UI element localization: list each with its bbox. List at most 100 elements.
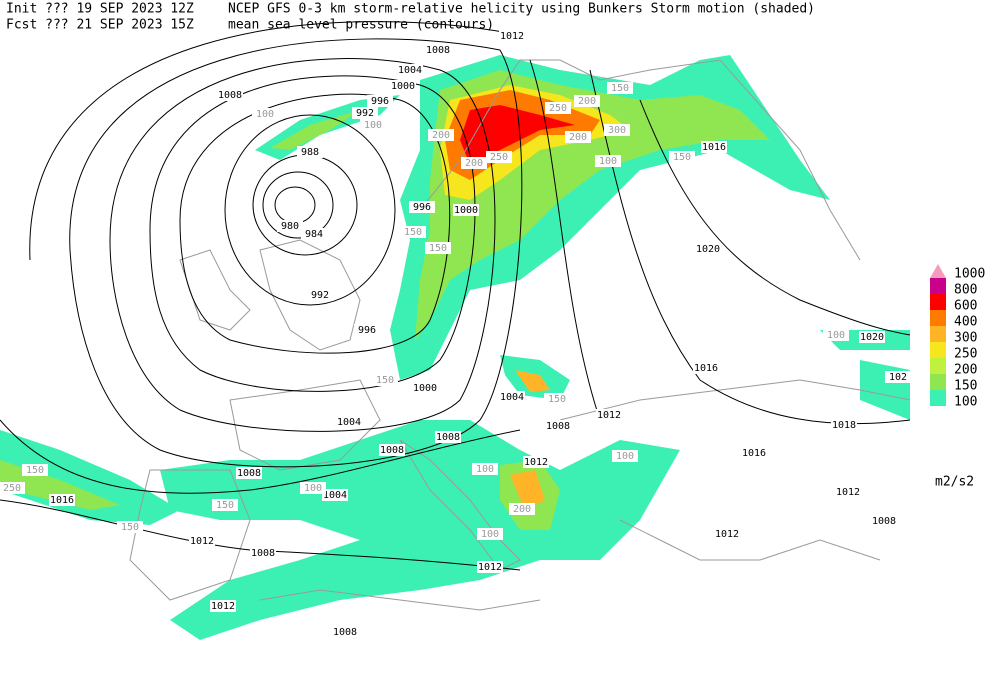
shade-label: 200 — [569, 132, 587, 143]
shade-label-bg — [372, 374, 398, 386]
contour-label: 1016 — [702, 142, 726, 153]
shade-label-bg — [595, 155, 621, 167]
legend-label: 400 — [954, 315, 977, 330]
forecast-time: Fcst ??? 21 SEP 2023 15Z — [6, 18, 194, 33]
legend-swatch — [930, 310, 946, 326]
shade-label: 100 — [476, 464, 494, 475]
contour-label-bg — [301, 228, 327, 240]
contour-label: 1004 — [337, 417, 361, 428]
shade-label: 200 — [432, 130, 450, 141]
shade-label-bg — [425, 242, 451, 254]
contour-label-bg — [332, 626, 358, 638]
init-time: Init ??? 19 SEP 2023 12Z — [6, 2, 194, 17]
contour-label-bg — [425, 44, 451, 56]
contour-label-bg — [250, 547, 276, 559]
shade-label-bg — [428, 129, 454, 141]
coastlines — [129, 59, 911, 611]
shade-label: 100 — [304, 483, 322, 494]
shade-label-bg — [607, 82, 633, 94]
contour-label: 992 — [356, 108, 374, 119]
shade-label-bg — [0, 482, 25, 494]
helicity-shading — [0, 55, 910, 640]
legend-swatch — [930, 342, 946, 358]
subtitle: mean sea level pressure (contours) — [228, 18, 494, 33]
contour-label-bg — [859, 331, 885, 343]
shade-label: 100 — [481, 529, 499, 540]
contour-label-bg — [435, 431, 461, 443]
contour-label: 1018 — [832, 420, 856, 431]
contour-label: 1004 — [323, 490, 347, 501]
contour-label-bg — [390, 80, 416, 92]
contour-label-bg — [352, 107, 378, 119]
contour-label-bg — [217, 89, 243, 101]
shade-label: 150 — [376, 375, 394, 386]
contour-label: 1012 — [500, 31, 524, 42]
contour-label-bg — [409, 201, 435, 213]
shade-label: 100 — [599, 156, 617, 167]
legend-label: 300 — [954, 331, 977, 346]
contour-label: 1000 — [413, 383, 437, 394]
contour-label: 996 — [358, 325, 376, 336]
contour-label-bg — [835, 486, 861, 498]
contour-label: 992 — [311, 290, 329, 301]
contour-label: 1012 — [597, 410, 621, 421]
shade-label-bg — [472, 463, 498, 475]
shade-label-bg — [545, 102, 571, 114]
contour-label: 1016 — [742, 448, 766, 459]
contour-label-bg — [701, 141, 727, 153]
legend-triangle — [930, 264, 946, 278]
contour-label-bg — [741, 447, 767, 459]
contour-label-bg — [189, 535, 215, 547]
shade-label-bg — [486, 151, 512, 163]
contour-label: 1012 — [190, 536, 214, 547]
contour-label-bg — [277, 220, 303, 232]
contour-label: 1012 — [211, 601, 235, 612]
contour-label-bg — [49, 494, 75, 506]
contour-label: 1012 — [478, 562, 502, 573]
shade-label: 150 — [216, 500, 234, 511]
contour-label: 1016 — [694, 363, 718, 374]
shade-label-bg — [565, 131, 591, 143]
shade-label: 150 — [611, 83, 629, 94]
contour-label: 984 — [305, 229, 323, 240]
shade-label: 100 — [256, 109, 274, 120]
shade-label: 200 — [578, 96, 596, 107]
contour-label: 988 — [301, 147, 319, 158]
contour-label-bg — [307, 289, 333, 301]
contour-label: 980 — [281, 221, 299, 232]
shade-label-bg — [604, 124, 630, 136]
shade-label-bg — [117, 521, 143, 533]
shade-label: 250 — [549, 103, 567, 114]
legend-label: 100 — [954, 395, 977, 410]
shade-label-bg — [509, 503, 535, 515]
contour-label-bg — [336, 416, 362, 428]
legend-label: 800 — [954, 283, 977, 298]
legend-label: 250 — [954, 347, 977, 362]
contour-label: 1008 — [426, 45, 450, 56]
contour-label-bg — [596, 409, 622, 421]
legend-swatch — [930, 390, 946, 406]
contour-label: 1008 — [380, 445, 404, 456]
shade-label: 200 — [513, 504, 531, 515]
header: Init ??? 19 SEP 2023 12Z NCEP GFS 0-3 km… — [6, 2, 815, 33]
shade-label-bg — [461, 157, 487, 169]
contour-label: 1008 — [436, 432, 460, 443]
shade-label: 100 — [827, 330, 845, 341]
legend-swatch — [930, 326, 946, 342]
shade-label: 200 — [465, 158, 483, 169]
contour-label-bg — [499, 30, 525, 42]
shade-label-bg — [477, 528, 503, 540]
contour-label: 1008 — [237, 468, 261, 479]
shade-label: 250 — [490, 152, 508, 163]
contour-label: 1004 — [500, 392, 524, 403]
legend-swatch — [930, 278, 946, 294]
shade-label-bg — [574, 95, 600, 107]
legend-label: 150 — [954, 379, 977, 394]
contour-label: 1020 — [696, 244, 720, 255]
shade-label: 100 — [364, 120, 382, 131]
contour-label-bg — [714, 528, 740, 540]
shade-label-bg — [252, 108, 278, 120]
shade-label: 150 — [548, 394, 566, 405]
contour-label-bg — [871, 515, 897, 527]
